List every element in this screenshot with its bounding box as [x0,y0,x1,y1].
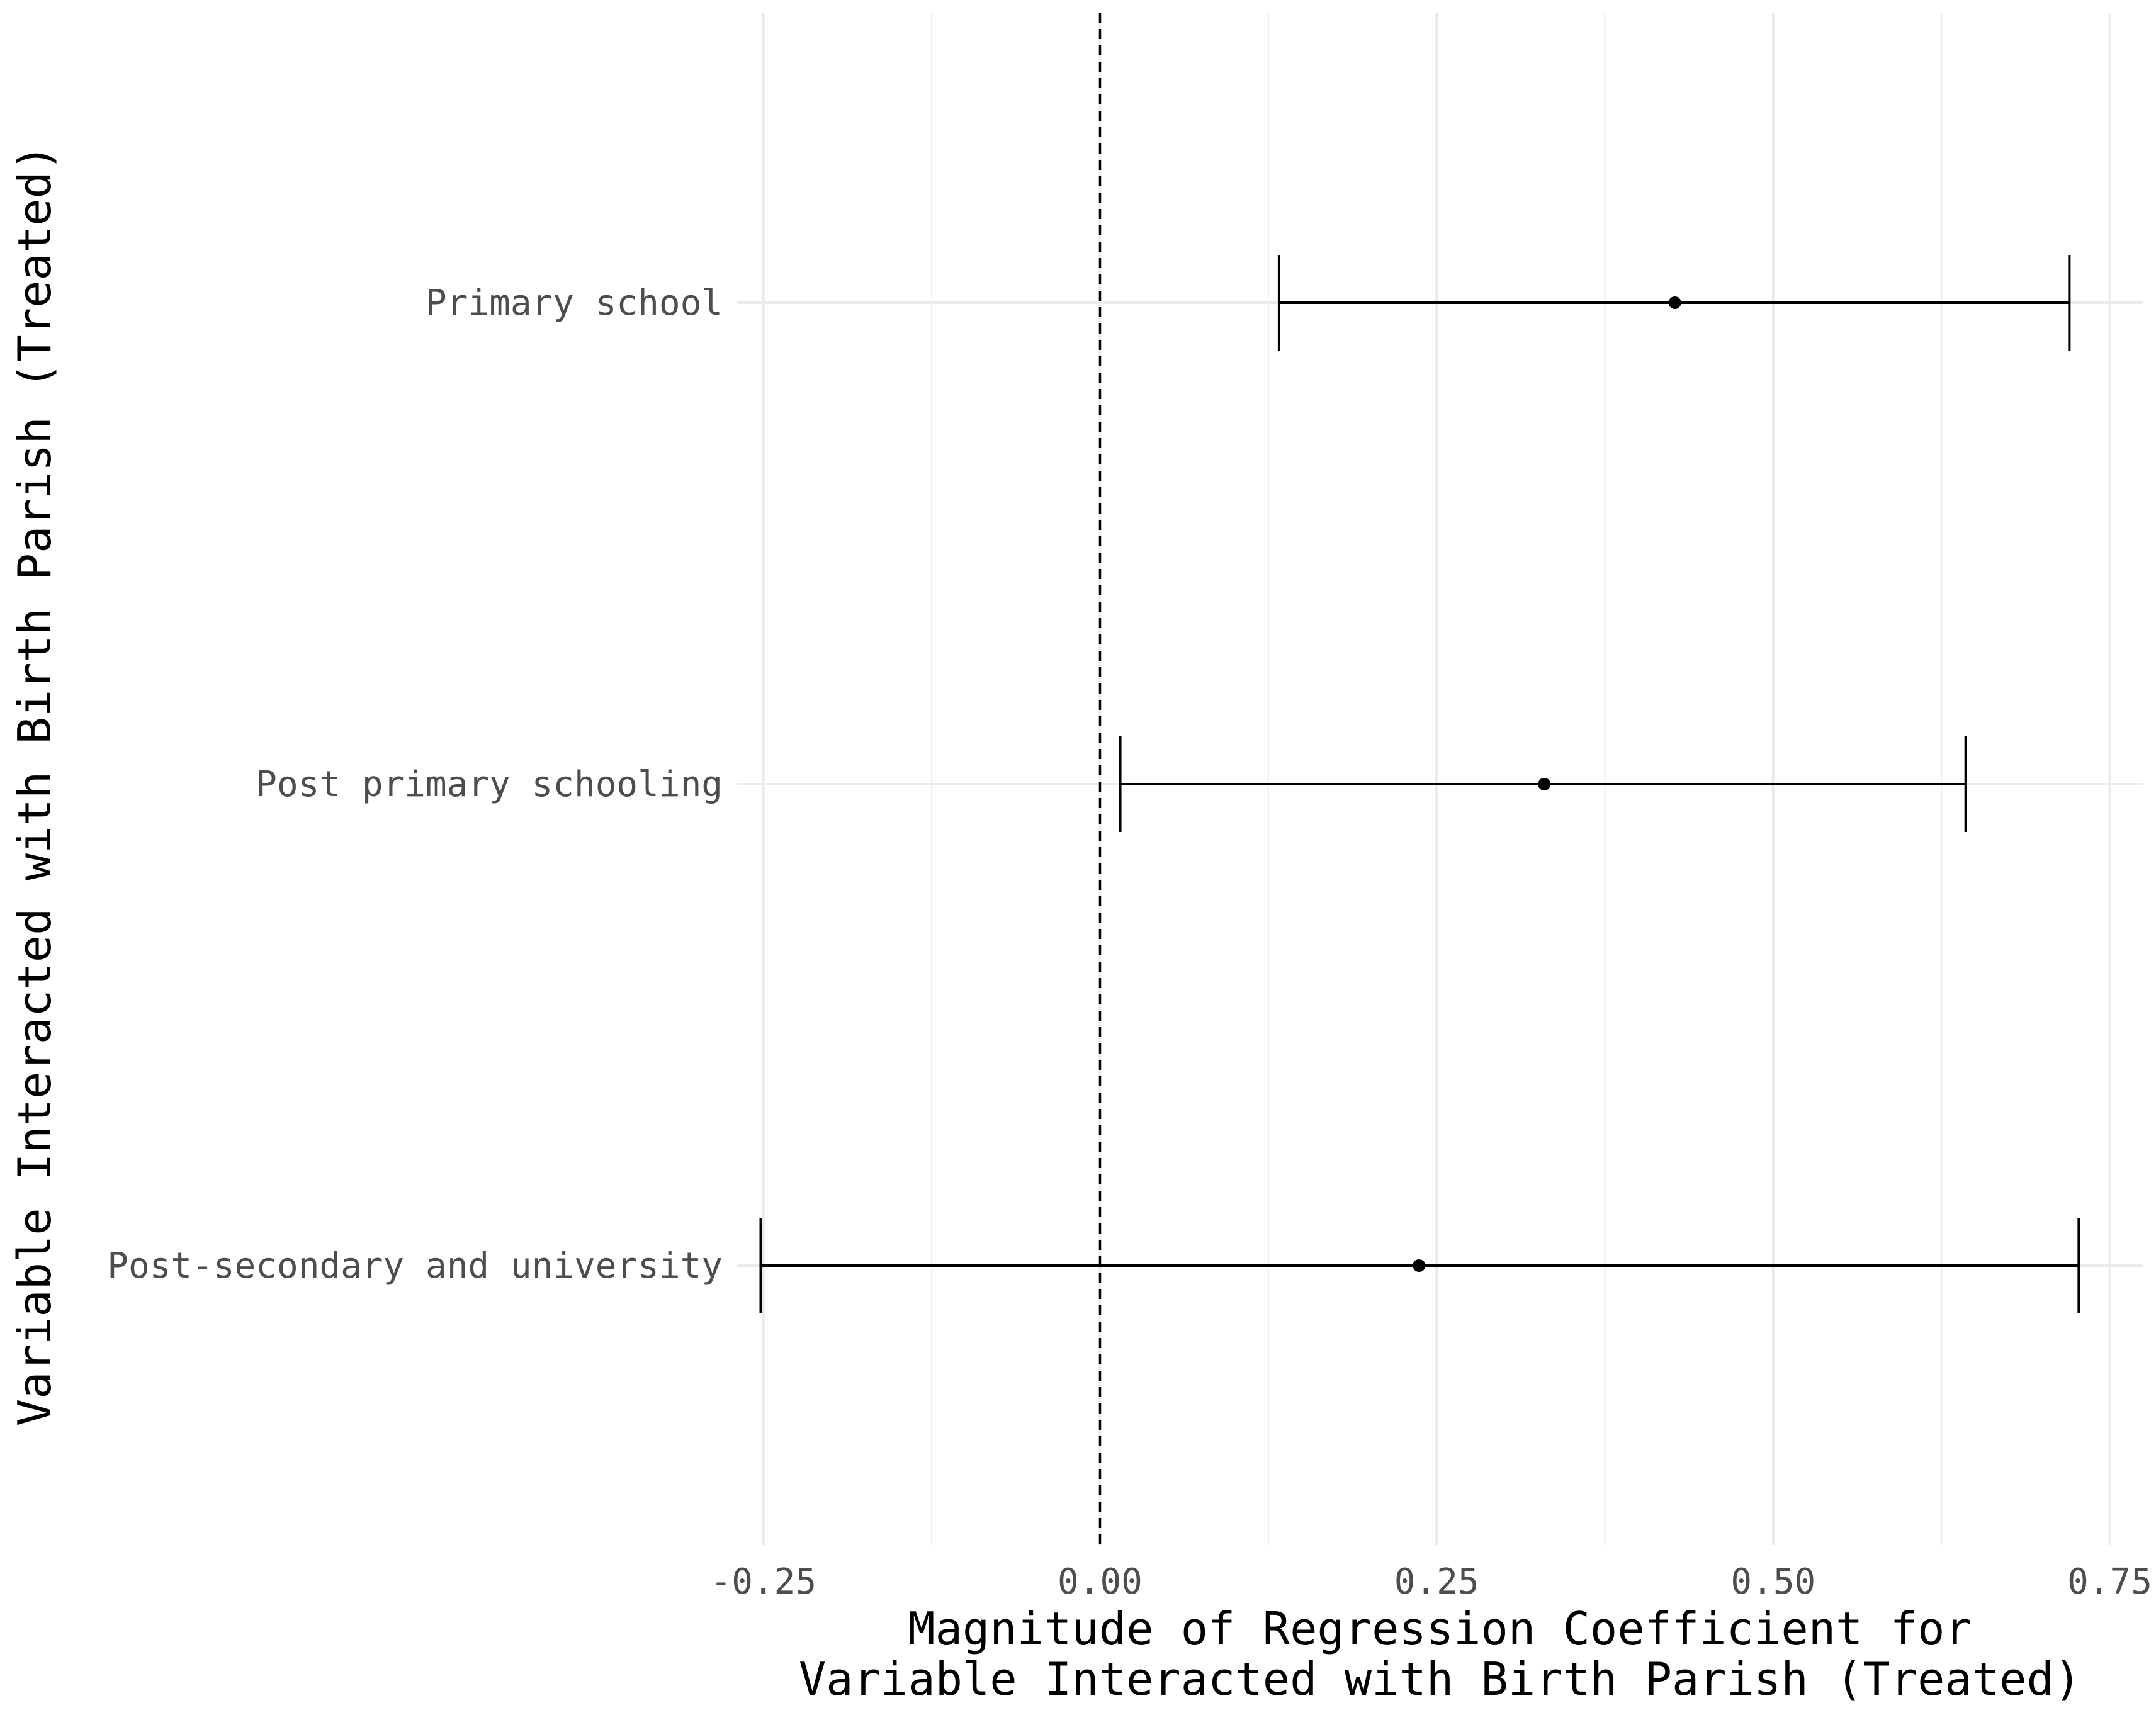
x-tick-label-4: 0.75 [2067,1561,2152,1602]
x-tick-label-1: 0.00 [1058,1561,1143,1602]
point-estimate-2 [1413,1259,1426,1272]
x-tick-label-0: -0.25 [710,1561,816,1602]
y-tick-label-2: Post-secondary and university [107,1245,723,1286]
grid-layer [737,13,2143,1545]
point-estimate-0 [1668,296,1681,309]
x-tick-label-2: 0.25 [1394,1561,1479,1602]
y-axis-title: Variable Interacted with Birth Parish (T… [8,144,61,1426]
y-tick-label-0: Primary school [426,283,723,323]
y-tick-label-1: Post primary schooling [256,764,723,805]
marks-layer [759,255,2080,1313]
x-axis-title-line-1: Magnitude of Regression Coefficient for [908,1602,1972,1655]
point-estimate-1 [1538,778,1551,790]
labels-layer: Primary school Post primary schooling Post… [107,283,2152,1602]
x-tick-label-3: 0.50 [1730,1561,1815,1602]
x-axis-title-line-2: Variable Interacted with Birth Parish (T… [799,1653,2081,1706]
